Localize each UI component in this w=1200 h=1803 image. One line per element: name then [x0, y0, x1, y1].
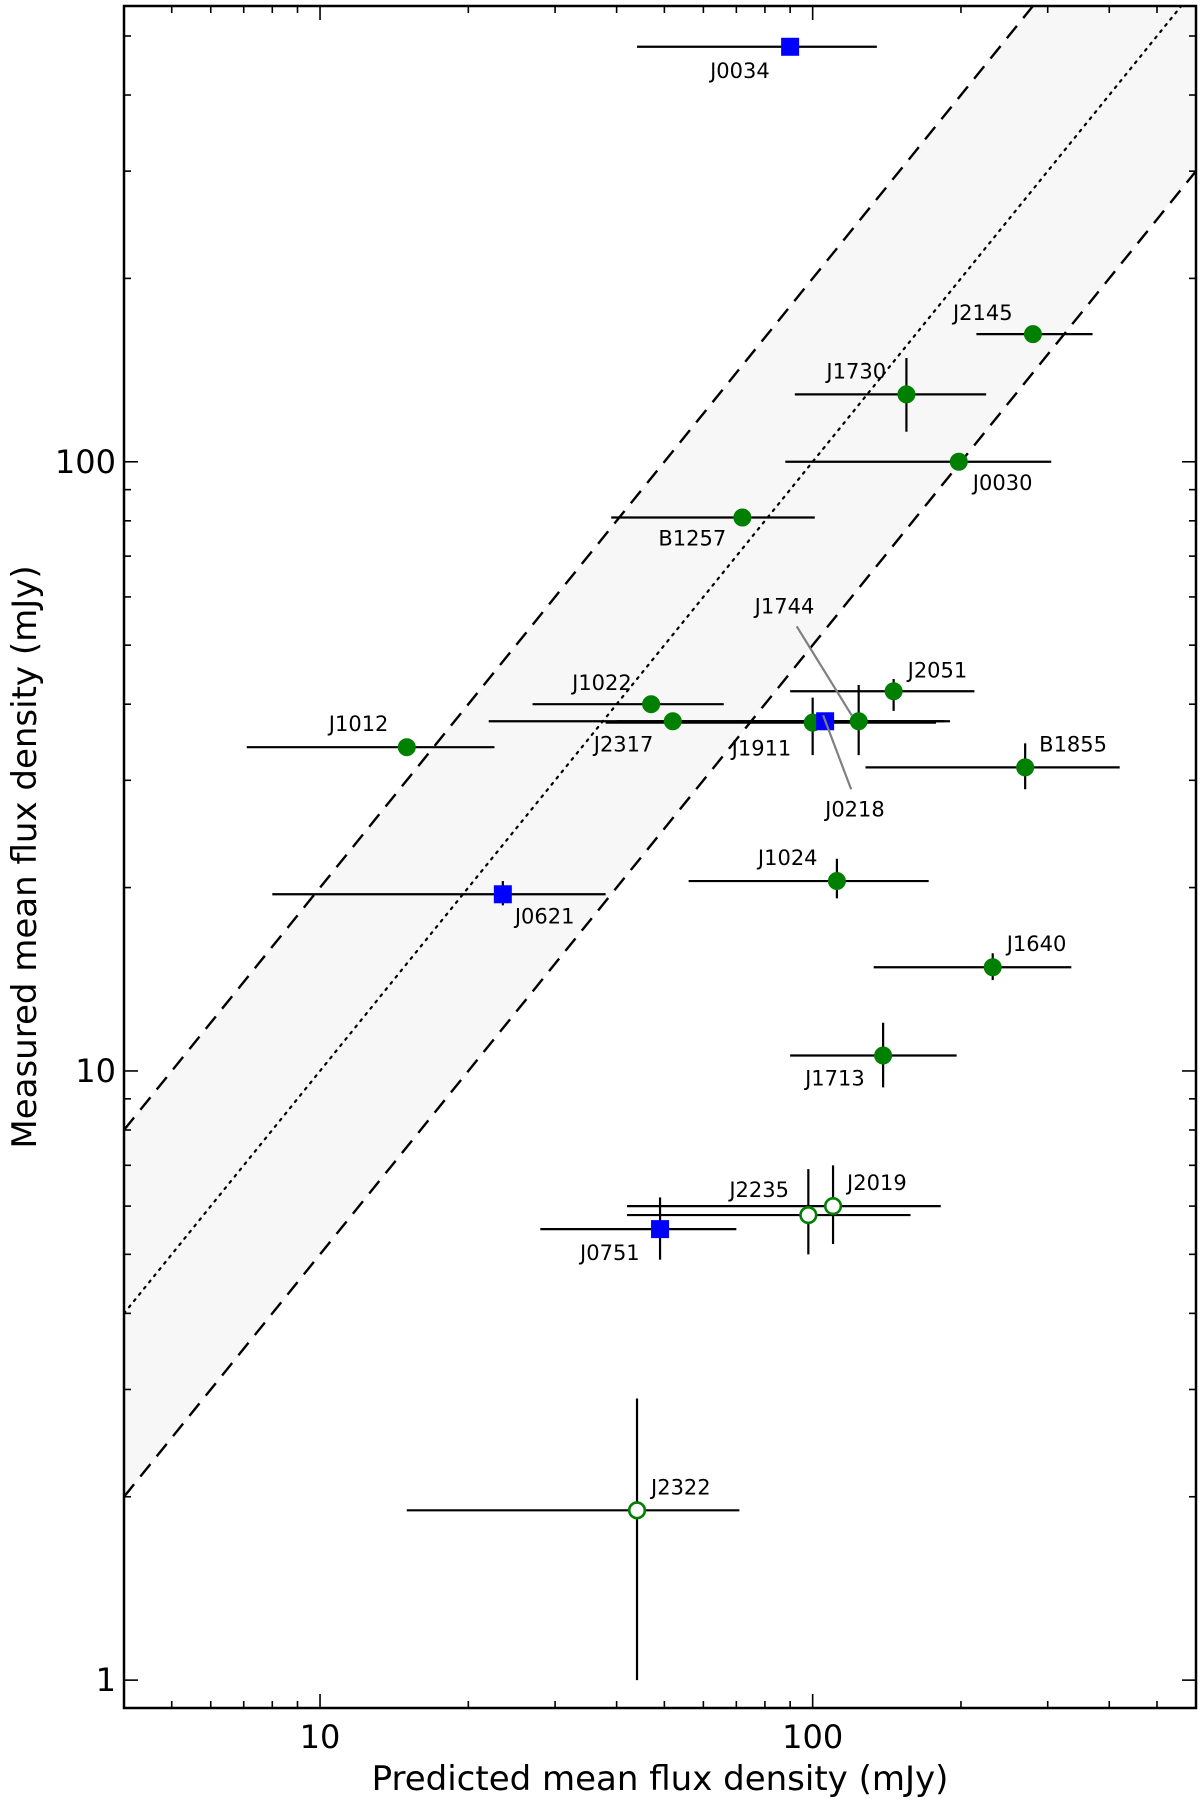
point-label-b1855: B1855	[1039, 732, 1107, 756]
point-label-j1744: J1744	[753, 594, 815, 618]
leader-line-j0218	[822, 714, 853, 790]
marker-b1855	[1016, 758, 1035, 777]
marker-j0034	[781, 37, 800, 56]
point-label-j2051: J2051	[906, 658, 968, 682]
x-tick-label: 10	[300, 1718, 341, 1756]
point-label-j1911: J1911	[730, 737, 792, 761]
marker-j1012	[397, 738, 416, 757]
leader-line-j1744	[795, 625, 853, 716]
marker-b1257	[733, 508, 752, 527]
point-labels: J0034 J2145 J1730 J0030 B1257 J2051 J1022 J2317…	[327, 59, 1107, 1500]
point-label-j1022: J1022	[570, 671, 632, 695]
marker-j1744	[849, 712, 868, 731]
point-label-j0621: J0621	[513, 904, 575, 928]
point-label-j1640: J1640	[1005, 932, 1067, 956]
point-label-j1713: J1713	[803, 1067, 865, 1091]
point-label-j2145: J2145	[951, 301, 1013, 325]
marker-j2317	[663, 712, 682, 731]
marker-j1022	[642, 695, 661, 714]
marker-j2051	[884, 682, 903, 701]
marker-j0030	[949, 452, 968, 471]
y-axis-label: Measured mean flux density (mJy)	[5, 565, 45, 1148]
tick-labels: 10 100 1 10 100	[55, 443, 843, 1756]
marker-j0751	[651, 1220, 670, 1239]
point-label-j2019: J2019	[845, 1171, 907, 1195]
point-label-j0034: J0034	[708, 59, 770, 83]
y-tick-label: 10	[75, 1052, 116, 1090]
point-label-j2235: J2235	[727, 1178, 789, 1202]
marker-j1024	[827, 872, 846, 891]
point-label-j1012: J1012	[327, 712, 389, 736]
y-tick-label: 100	[55, 443, 116, 481]
point-label-j2317: J2317	[592, 732, 654, 756]
marker-j2019	[823, 1196, 843, 1216]
marker-j1713	[874, 1046, 893, 1065]
marker-j2235	[799, 1205, 818, 1225]
marker-j1730	[897, 385, 916, 404]
point-label-b1257: B1257	[658, 527, 726, 551]
point-label-j0751: J0751	[578, 1241, 640, 1265]
point-label-j0030: J0030	[971, 471, 1033, 495]
marker-j2145	[1023, 325, 1042, 344]
x-tick-label: 100	[782, 1718, 843, 1756]
x-axis-label: Predicted mean flux density (mJy)	[372, 1759, 949, 1799]
data-markers	[397, 37, 1042, 1520]
marker-j0621	[493, 885, 512, 904]
agreement-band-fill	[124, 6, 1196, 1497]
agreement-band	[124, 6, 1196, 1497]
point-label-j1730: J1730	[824, 359, 886, 383]
marker-j1640	[983, 958, 1002, 977]
marker-j2322	[627, 1501, 647, 1520]
point-label-j2322: J2322	[649, 1475, 711, 1499]
plot-frame	[122, 4, 1198, 1710]
point-label-j1024: J1024	[756, 846, 818, 870]
point-label-j0218: J0218	[823, 797, 885, 821]
y-tick-label: 1	[96, 1661, 116, 1699]
